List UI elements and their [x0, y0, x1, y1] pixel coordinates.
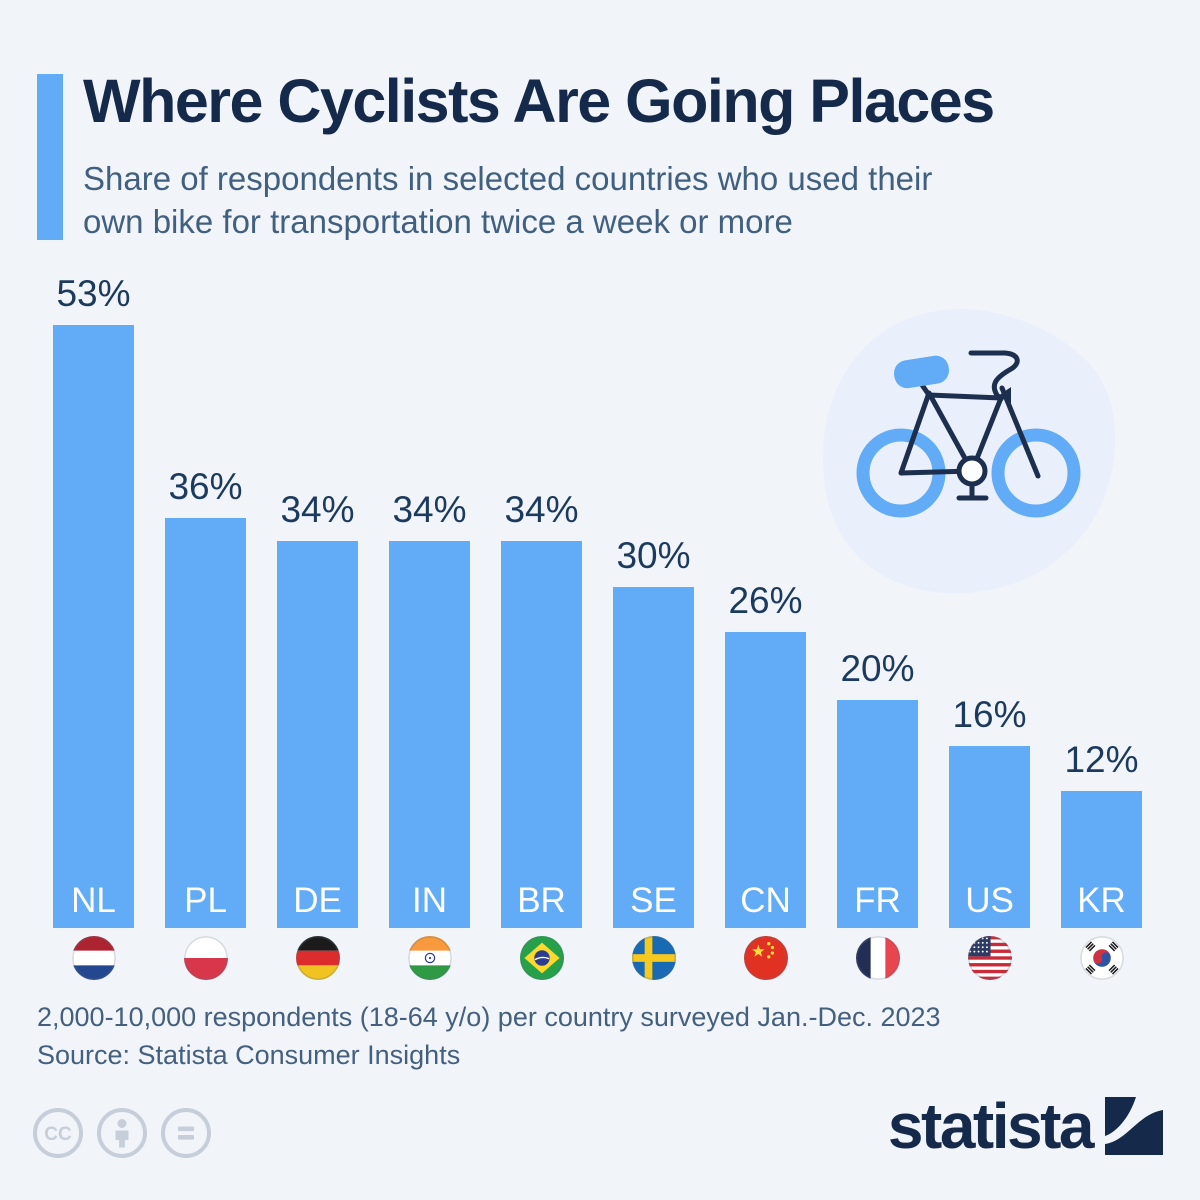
cc-by-icon[interactable] — [95, 1106, 149, 1160]
nl-flag-icon — [72, 936, 116, 980]
bar-in: IN — [389, 541, 470, 928]
cc-nd-icon[interactable] — [159, 1106, 213, 1160]
bar-pl: PL — [165, 518, 246, 928]
bar-country-code: US — [965, 881, 1014, 920]
de-flag-icon — [296, 936, 340, 980]
bar-country-code: KR — [1077, 881, 1126, 920]
bar-value-label-br: 34% — [504, 489, 579, 530]
bar-de: DE — [277, 541, 358, 928]
cn-flag-icon — [744, 936, 788, 980]
bar-country-code: FR — [854, 881, 901, 920]
bar-value-label-kr: 12% — [1064, 739, 1139, 780]
bar-country-code: IN — [412, 881, 447, 920]
survey-note: 2,000-10,000 respondents (18-64 y/o) per… — [37, 1002, 941, 1032]
pl-flag-icon — [184, 936, 228, 980]
bar-value-label-fr: 20% — [840, 648, 915, 689]
page-subtitle-line2: own bike for transportation twice a week… — [83, 203, 793, 240]
bicycle-icon — [823, 308, 1116, 594]
bar-us: US — [949, 746, 1030, 928]
us-flag-icon — [968, 936, 1012, 980]
bar-cn: CN — [725, 632, 806, 928]
title-accent-bar — [37, 74, 63, 240]
page-subtitle: Share of respondents in selected countri… — [83, 157, 932, 243]
statista-logo-text: statista — [887, 1090, 1095, 1162]
kr-flag-icon — [1080, 936, 1124, 980]
page-subtitle-line1: Share of respondents in selected countri… — [83, 160, 933, 197]
fr-flag-icon — [856, 936, 900, 980]
bar-country-code: BR — [517, 881, 566, 920]
svg-text:CC: CC — [44, 1124, 72, 1145]
bar-value-label-de: 34% — [280, 489, 355, 530]
bar-nl: NL — [53, 325, 134, 928]
source-note: Source: Statista Consumer Insights — [37, 1040, 461, 1070]
bar-value-label-pl: 36% — [168, 466, 243, 507]
bar-fr: FR — [837, 700, 918, 928]
bar-country-code: PL — [184, 881, 227, 920]
statista-logo-icon — [1105, 1097, 1163, 1155]
bar-value-label-in: 34% — [392, 489, 467, 530]
bar-se: SE — [613, 587, 694, 928]
bar-value-label-us: 16% — [952, 694, 1027, 735]
license-icons: CC — [31, 1106, 213, 1160]
bar-value-label-se: 30% — [616, 535, 691, 576]
cc-icon[interactable]: CC — [31, 1106, 85, 1160]
statista-logo[interactable]: statista — [888, 1094, 1163, 1158]
br-flag-icon — [520, 936, 564, 980]
se-flag-icon — [632, 936, 676, 980]
in-flag-icon — [408, 936, 452, 980]
bar-country-code: DE — [293, 881, 342, 920]
bar-country-code: NL — [71, 881, 116, 920]
bar-kr: KR — [1061, 791, 1142, 928]
bar-value-label-nl: 53% — [56, 273, 131, 314]
bar-br: BR — [501, 541, 582, 928]
bar-country-code: SE — [630, 881, 677, 920]
page-title: Where Cyclists Are Going Places — [83, 67, 995, 135]
bar-country-code: CN — [740, 881, 791, 920]
bar-value-label-cn: 26% — [728, 580, 803, 621]
